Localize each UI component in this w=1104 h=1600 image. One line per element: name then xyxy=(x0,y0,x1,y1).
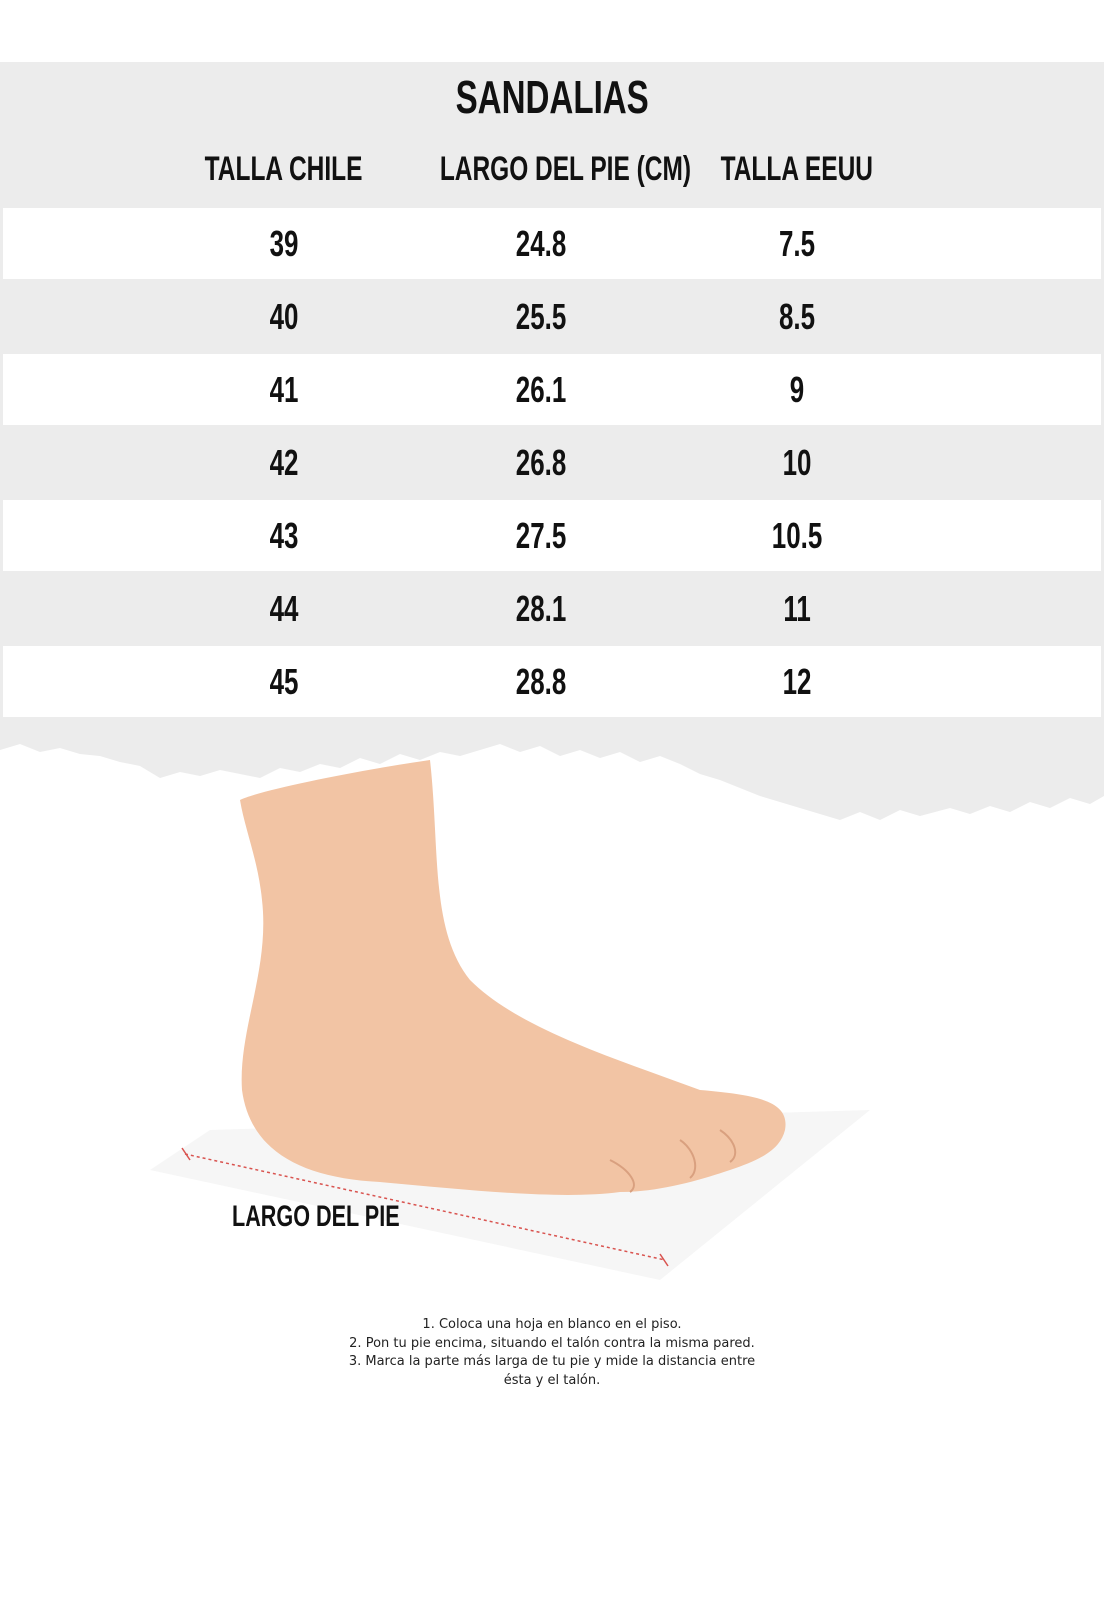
table-row: 42 26.8 10 xyxy=(3,427,1101,498)
cell-largo-del-pie: 28.1 xyxy=(515,588,567,629)
cell-talla-chile: 44 xyxy=(269,588,299,629)
page-title: SANDALIAS xyxy=(455,71,649,123)
cell-talla-chile: 40 xyxy=(269,296,299,337)
instruction-step-2: 2. Pon tu pie encima, situando el talón … xyxy=(349,1335,755,1351)
measure-line xyxy=(184,1153,666,1261)
table-row: 45 28.8 12 xyxy=(3,646,1101,717)
foot-illustration xyxy=(150,760,870,1280)
cell-largo-del-pie: 24.8 xyxy=(515,223,567,264)
cell-talla-eeuu: 10 xyxy=(782,442,812,483)
cell-talla-chile: 43 xyxy=(269,515,299,556)
measure-tick-toe xyxy=(659,1253,669,1267)
instruction-step-1: 1. Coloca una hoja en blanco en el piso. xyxy=(422,1317,682,1332)
table-row: 44 28.1 11 xyxy=(3,573,1101,644)
table-row: 39 24.8 7.5 xyxy=(3,208,1101,279)
column-header-largo-del-pie: LARGO DEL PIE (CM) xyxy=(439,150,691,188)
cell-largo-del-pie: 26.1 xyxy=(515,369,567,410)
table-row: 41 26.1 9 xyxy=(3,354,1101,425)
cell-largo-del-pie: 25.5 xyxy=(515,296,567,337)
toe-lines xyxy=(609,1129,737,1193)
torn-edge-shape xyxy=(0,716,1104,820)
column-header-talla-eeuu: TALLA EEUU xyxy=(720,150,874,188)
instruction-step-3: 3. Marca la parte más larga de tu pie y … xyxy=(348,1354,756,1369)
instructions: 1. Coloca una hoja en blanco en el piso.… xyxy=(0,1316,1104,1390)
cell-talla-eeuu: 9 xyxy=(789,369,805,410)
cell-largo-del-pie: 27.5 xyxy=(515,515,567,556)
cell-talla-chile: 45 xyxy=(269,661,299,702)
cell-talla-eeuu: 10.5 xyxy=(771,515,823,556)
cell-largo-del-pie: 28.8 xyxy=(515,661,567,702)
torn-paper-edge xyxy=(0,716,1104,820)
cell-talla-eeuu: 12 xyxy=(782,661,812,702)
column-header-talla-chile: TALLA CHILE xyxy=(205,150,363,188)
cell-talla-chile: 41 xyxy=(269,369,299,410)
cell-talla-eeuu: 7.5 xyxy=(778,223,816,264)
instruction-step-3-cont: ésta y el talón. xyxy=(503,1372,601,1388)
cell-talla-chile: 39 xyxy=(269,223,299,264)
table-row: 40 25.5 8.5 xyxy=(3,281,1101,352)
table-row: 43 27.5 10.5 xyxy=(3,500,1101,571)
foot-shape xyxy=(240,760,786,1195)
cell-talla-eeuu: 8.5 xyxy=(778,296,816,337)
cell-talla-eeuu: 11 xyxy=(783,588,811,629)
cell-largo-del-pie: 26.8 xyxy=(515,442,567,483)
header-band xyxy=(0,62,1104,208)
measure-tick-heel xyxy=(181,1147,191,1161)
cell-talla-chile: 42 xyxy=(269,442,299,483)
foot-length-label: LARGO DEL PIE xyxy=(232,1200,400,1233)
